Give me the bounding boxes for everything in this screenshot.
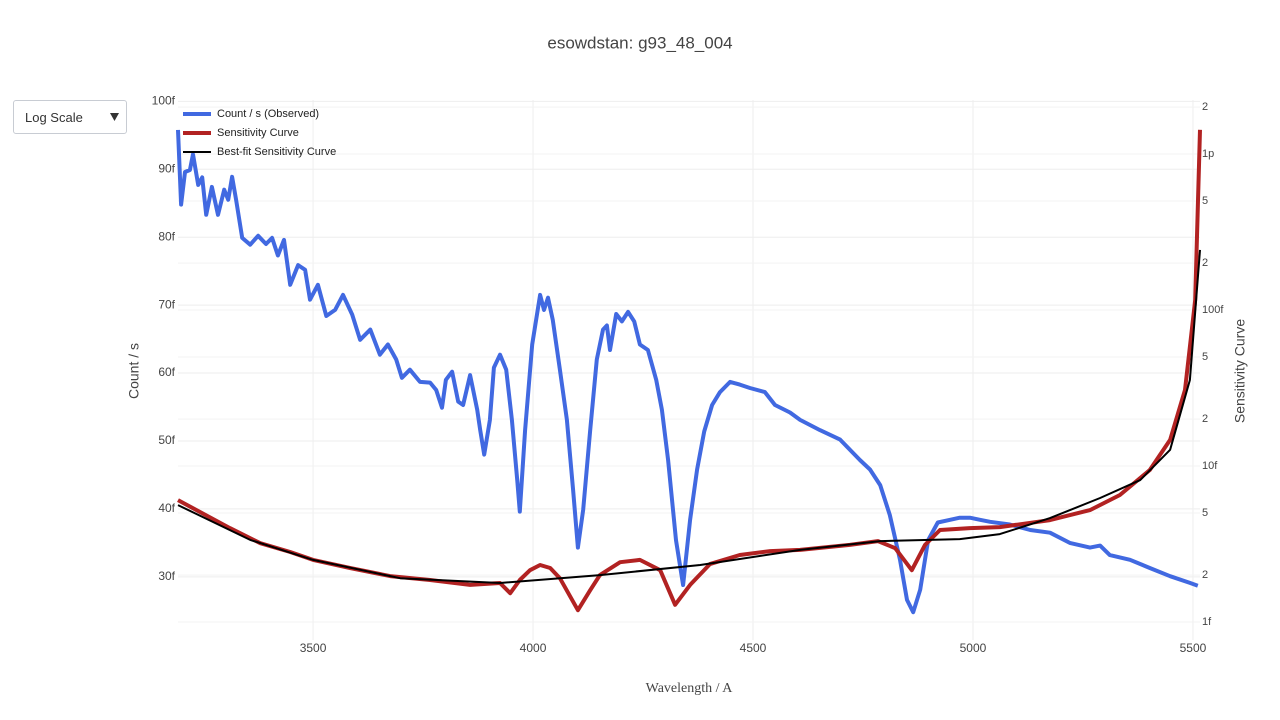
y-tick-label: 100f <box>152 94 176 108</box>
x-tick-label: 5000 <box>960 641 987 655</box>
y-tick-label: 90f <box>158 161 175 175</box>
y-tick-label: 50f <box>158 433 175 447</box>
y2-tick-label: 100f <box>1202 304 1224 316</box>
legend-label: Best-fit Sensitivity Curve <box>217 146 336 158</box>
y-tick-label: 40f <box>158 501 175 515</box>
x-tick-label: 4500 <box>740 641 767 655</box>
x-tick-label: 5500 <box>1180 641 1207 655</box>
y2-tick-label: 10f <box>1202 460 1218 472</box>
y2-axis-label: Sensitivity Curve <box>1232 319 1248 423</box>
y2-tick-label: 5 <box>1202 507 1208 519</box>
dropdown-label: Log Scale <box>25 110 83 125</box>
dropdown-arrow <box>110 113 119 121</box>
legend-label: Sensitivity Curve <box>217 127 299 139</box>
data-line <box>176 129 1199 615</box>
y2-tick-label: 2 <box>1202 101 1208 113</box>
y2-tick-label: 2 <box>1202 569 1208 581</box>
y-tick-label: 70f <box>158 297 175 311</box>
y-tick-label: 60f <box>158 365 175 379</box>
y2-tick-label: 1p <box>1202 148 1214 160</box>
y2-tick-label: 5 <box>1202 351 1208 363</box>
y-tick-label: 80f <box>158 229 175 243</box>
x-axis-label: Wavelength / A <box>646 681 734 696</box>
y-tick-label: 30f <box>158 569 175 583</box>
y2-tick-label: 2 <box>1202 413 1208 425</box>
chart-title: esowdstan: g93_48_004 <box>547 33 732 52</box>
y2-tick-label: 2 <box>1202 257 1208 269</box>
x-tick-label: 3500 <box>300 641 327 655</box>
scale-dropdown[interactable]: Log Scale <box>13 100 127 134</box>
y2-tick-label: 5 <box>1202 195 1208 207</box>
data-line <box>177 249 1201 584</box>
y-axis-label: Count / s <box>126 343 142 399</box>
legend-label: Count / s (Observed) <box>217 108 319 120</box>
x-tick-label: 4000 <box>520 641 547 655</box>
y2-tick-label: 1f <box>1202 616 1212 628</box>
